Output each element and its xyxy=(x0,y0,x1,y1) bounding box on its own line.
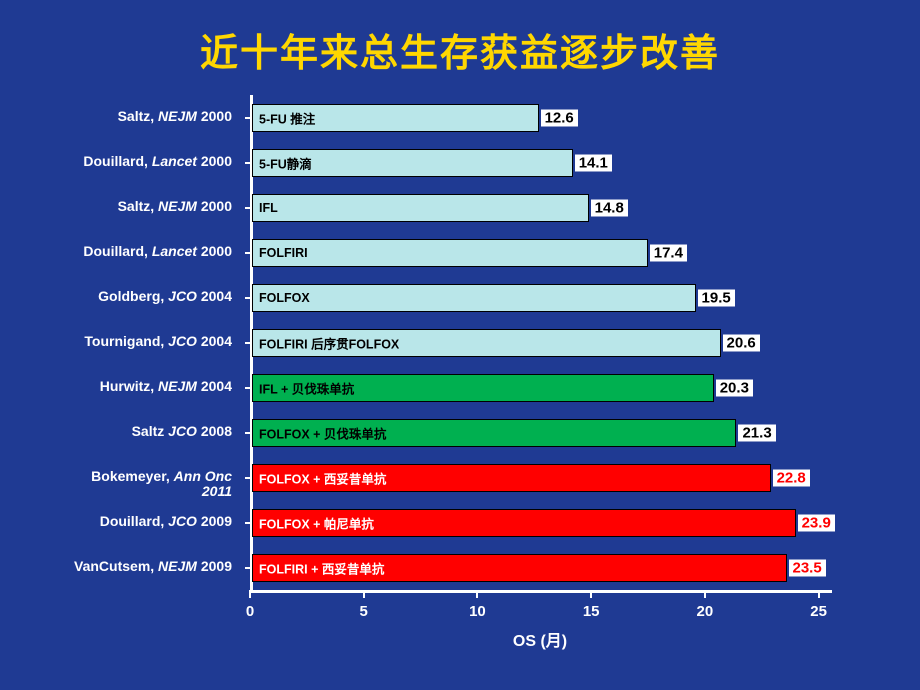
bar: FOLFOX + 贝伐珠单抗 xyxy=(252,419,736,447)
bar-value-label: 19.5 xyxy=(698,289,735,306)
x-tick-label: 5 xyxy=(360,603,368,620)
bar-regimen-label: FOLFIRI + 西妥昔单抗 xyxy=(259,558,384,577)
x-tick xyxy=(476,590,478,598)
bar-value-label: 22.8 xyxy=(773,469,810,486)
x-axis xyxy=(250,590,832,593)
y-axis-label: Tournigand, JCO 2004 xyxy=(70,334,240,349)
bar: FOLFOX xyxy=(252,284,696,312)
y-axis-label: Douillard, JCO 2009 xyxy=(70,514,240,529)
x-tick xyxy=(818,590,820,598)
y-axis-label: Douillard, Lancet 2000 xyxy=(70,154,240,169)
y-axis-label: Saltz JCO 2008 xyxy=(70,424,240,439)
bar-value-label: 17.4 xyxy=(650,244,687,261)
bar-regimen-label: FOLFOX + 西妥昔单抗 xyxy=(259,468,386,487)
y-axis-label: Hurwitz, NEJM 2004 xyxy=(70,379,240,394)
bar: FOLFOX + 帕尼单抗 xyxy=(252,509,796,537)
x-tick-label: 0 xyxy=(246,603,254,620)
x-tick xyxy=(590,590,592,598)
bar-regimen-label: FOLFOX xyxy=(259,291,310,305)
chart-title: 近十年来总生存获益逐步改善 xyxy=(0,22,920,77)
bar-value-label: 23.9 xyxy=(798,514,835,531)
x-tick-label: 10 xyxy=(469,603,486,620)
y-axis-label: Douillard, Lancet 2000 xyxy=(70,244,240,259)
x-tick-label: 20 xyxy=(697,603,714,620)
bar-value-label: 20.6 xyxy=(723,334,760,351)
bar-regimen-label: 5-FU 推注 xyxy=(259,108,315,127)
bar-value-label: 21.3 xyxy=(738,424,775,441)
bar-value-label: 20.3 xyxy=(716,379,753,396)
x-tick-label: 25 xyxy=(810,603,827,620)
y-axis-label: Saltz, NEJM 2000 xyxy=(70,109,240,124)
bar-value-label: 12.6 xyxy=(541,109,578,126)
x-axis-title: OS (月) xyxy=(250,627,830,651)
x-tick-label: 15 xyxy=(583,603,600,620)
y-axis-label: VanCutsem, NEJM 2009 xyxy=(70,559,240,574)
bar: IFL + 贝伐珠单抗 xyxy=(252,374,714,402)
bar-regimen-label: FOLFIRI xyxy=(259,246,308,260)
bar-regimen-label: FOLFIRI 后序贯FOLFOX xyxy=(259,333,399,352)
bar: 5-FU静滴 xyxy=(252,149,573,177)
x-tick xyxy=(249,590,251,598)
x-tick xyxy=(363,590,365,598)
bar: FOLFOX + 西妥昔单抗 xyxy=(252,464,771,492)
bar: IFL xyxy=(252,194,589,222)
y-axis-label: Goldberg, JCO 2004 xyxy=(70,289,240,304)
bar-regimen-label: FOLFOX + 贝伐珠单抗 xyxy=(259,423,386,442)
bar-regimen-label: IFL + 贝伐珠单抗 xyxy=(259,378,354,397)
bar-regimen-label: 5-FU静滴 xyxy=(259,153,312,172)
bar-value-label: 14.1 xyxy=(575,154,612,171)
y-axis-label: Saltz, NEJM 2000 xyxy=(70,199,240,214)
y-axis-label: Bokemeyer, Ann Onc 2011 xyxy=(70,469,240,500)
bar-regimen-label: FOLFOX + 帕尼单抗 xyxy=(259,513,374,532)
bar: 5-FU 推注 xyxy=(252,104,539,132)
bar: FOLFIRI + 西妥昔单抗 xyxy=(252,554,787,582)
bar-value-label: 23.5 xyxy=(789,559,826,576)
bar-value-label: 14.8 xyxy=(591,199,628,216)
bar: FOLFIRI 后序贯FOLFOX xyxy=(252,329,721,357)
chart-area: Saltz, NEJM 2000 5-FU 推注 12.6 Douillard, La… xyxy=(70,95,870,655)
x-tick xyxy=(704,590,706,598)
bar-regimen-label: IFL xyxy=(259,201,278,215)
bar: FOLFIRI xyxy=(252,239,648,267)
